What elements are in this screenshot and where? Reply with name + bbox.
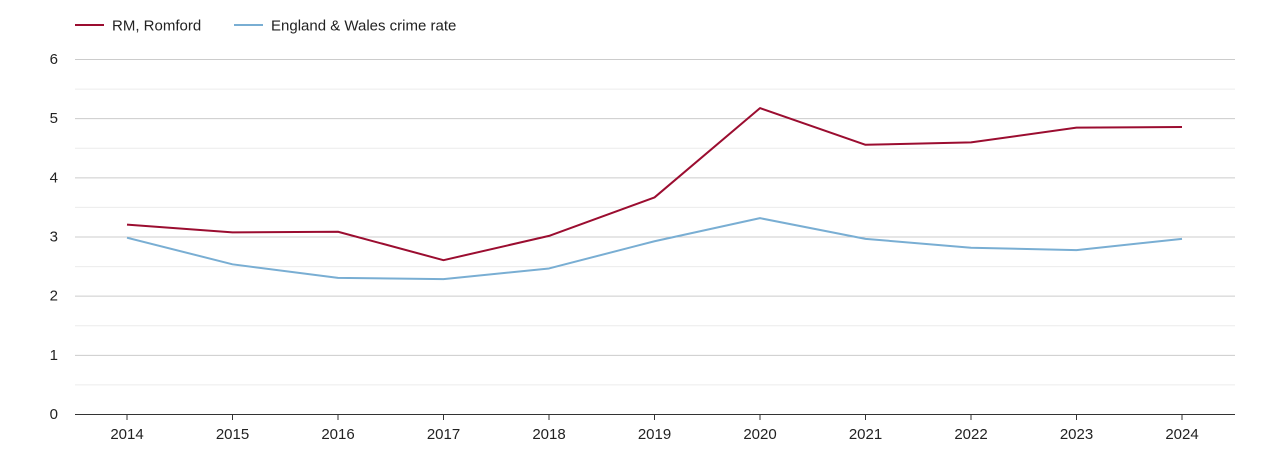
legend-label-england-wales: England & Wales crime rate [271, 18, 456, 35]
grid-lines [75, 59, 1235, 386]
y-tick-label: 6 [50, 51, 58, 68]
series-line-romford [126, 107, 1183, 262]
series-line-england-wales [126, 217, 1183, 281]
x-tick-label: 2020 [743, 426, 776, 443]
legend-label-romford: RM, Romford [112, 18, 201, 35]
y-tick-label: 0 [50, 406, 58, 423]
x-axis: 2014 2015 2016 2017 2018 2019 2020 2021 2022 2023… [75, 414, 1235, 443]
x-tick-label: 2014 [110, 426, 143, 443]
x-tick-label: 2021 [849, 426, 882, 443]
y-tick-label: 4 [50, 169, 58, 186]
series-group [126, 107, 1183, 281]
legend: RM, Romford England & Wales crime rate [75, 18, 456, 35]
legend-item-romford[interactable]: RM, Romford [75, 18, 201, 35]
x-tick-label: 2024 [1165, 426, 1198, 443]
x-tick-label: 2022 [954, 426, 987, 443]
x-tick-label: 2015 [216, 426, 249, 443]
x-tick-label: 2018 [532, 426, 565, 443]
y-axis: 0 1 2 3 4 5 6 [50, 51, 58, 423]
y-tick-label: 3 [50, 229, 58, 246]
x-tick-label: 2017 [427, 426, 460, 443]
y-tick-label: 2 [50, 288, 58, 305]
y-tick-label: 5 [50, 110, 58, 127]
legend-item-england-wales[interactable]: England & Wales crime rate [234, 18, 456, 35]
x-tick-label: 2019 [638, 426, 671, 443]
y-tick-label: 1 [50, 347, 58, 364]
x-tick-label: 2023 [1060, 426, 1093, 443]
x-tick-label: 2016 [321, 426, 354, 443]
